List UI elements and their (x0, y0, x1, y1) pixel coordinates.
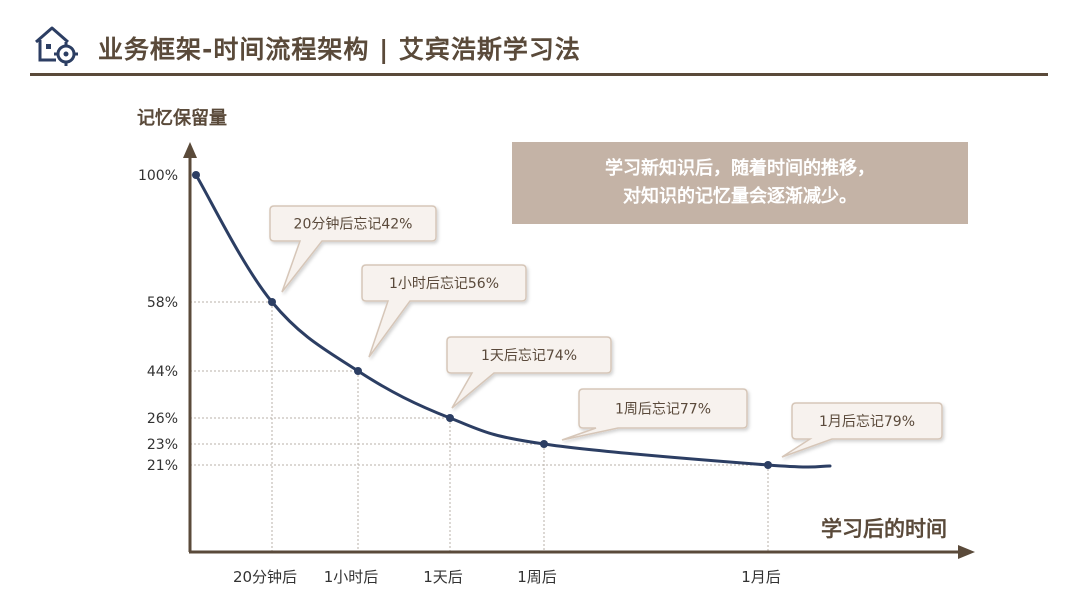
info-box-line-1: 学习新知识后，随着时间的推移， (605, 158, 875, 179)
header-divider (30, 73, 1048, 76)
info-box: 学习新知识后，随着时间的推移， 对知识的记忆量会逐渐减少。 (512, 142, 968, 224)
callout-4: 1月后忘记79% (781, 402, 943, 458)
data-point-2 (354, 367, 362, 375)
y-axis-arrow (183, 142, 197, 158)
x-tick-label-2: 1小时后 (324, 568, 379, 586)
callout-text-3: 1周后忘记77% (615, 402, 711, 418)
x-axis-arrow (958, 545, 975, 559)
callout-1: 1小时后忘记56% (361, 264, 527, 358)
page-title: 业务框架-时间流程架构 | 艾宾浩斯学习法 (98, 35, 581, 64)
data-point-5 (764, 461, 772, 469)
data-point-3 (446, 414, 454, 422)
data-point-1 (268, 298, 276, 306)
callout-text-2: 1天后忘记74% (481, 348, 577, 364)
x-tick-label-3: 1天后 (423, 568, 463, 586)
x-axis-title: 学习后的时间 (821, 517, 947, 541)
data-point-0 (192, 171, 200, 179)
callout-2: 1天后忘记74% (446, 336, 612, 409)
x-tick-label-4: 1周后 (517, 568, 557, 586)
y-tick-label-3: 26% (147, 411, 178, 427)
y-axis-title: 记忆保留量 (137, 107, 227, 129)
data-point-4 (540, 440, 548, 448)
info-box-line-2: 对知识的记忆量会逐渐减少。 (623, 186, 857, 207)
y-tick-label-1: 58% (147, 295, 178, 311)
callout-text-0: 20分钟后忘记42% (294, 216, 413, 233)
y-tick-label-5: 21% (147, 458, 178, 474)
y-tick-label-0: 100% (138, 168, 178, 184)
callout-text-4: 1月后忘记79% (819, 414, 915, 430)
y-tick-label-2: 44% (147, 364, 178, 380)
x-tick-label-5: 1月后 (741, 568, 781, 586)
callout-0: 20分钟后忘记42% (269, 205, 437, 293)
house-gear-icon (35, 26, 78, 66)
y-tick-label-4: 23% (147, 437, 178, 453)
x-tick-label-1: 20分钟后 (233, 568, 297, 586)
callout-text-1: 1小时后忘记56% (389, 276, 499, 292)
callout-3: 1周后忘记77% (561, 388, 748, 441)
